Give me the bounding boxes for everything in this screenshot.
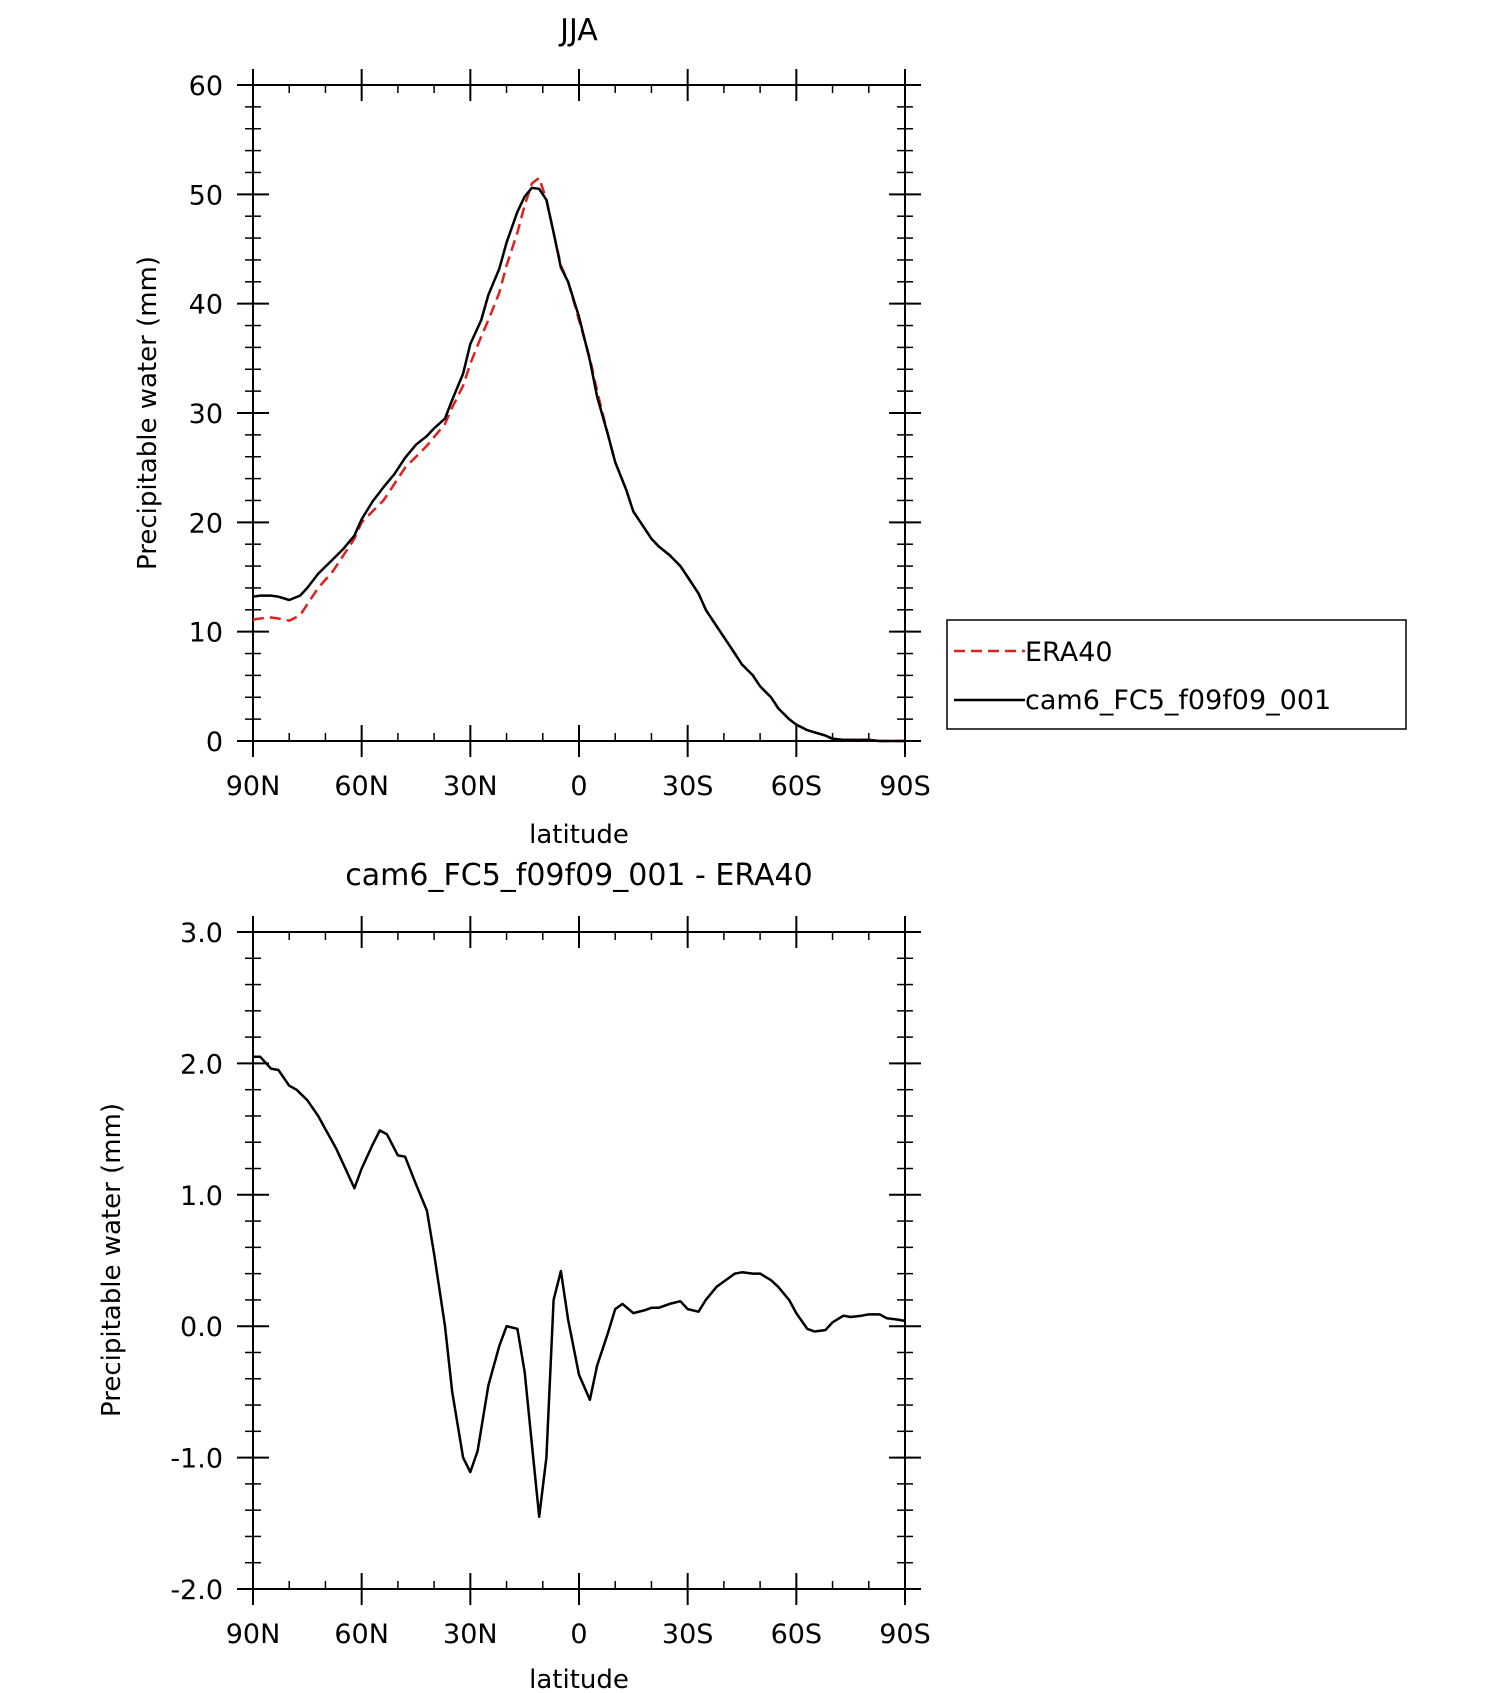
- x-tick-label: 60S: [771, 771, 823, 802]
- top-panel-frame: [252, 84, 906, 742]
- y-tick-label: 2.0: [180, 1049, 223, 1080]
- y-tick-label: 1.0: [180, 1181, 223, 1212]
- legend-label-era40: ERA40: [1025, 637, 1113, 668]
- bottom-panel-minor-ticks: [245, 931, 913, 1590]
- y-tick-label: -1.0: [170, 1444, 223, 1475]
- x-tick-label: 90N: [226, 1619, 281, 1650]
- y-tick-label: 0: [206, 727, 223, 758]
- top-panel: JJA 90N 60N 30N 0 30S 60S 90S 0 10 20 30 40 50 60 la…: [133, 13, 931, 850]
- bottom-panel-y-tick-labels: -2.0 -1.0 0.0 1.0 2.0 3.0: [170, 918, 223, 1606]
- bottom-panel: cam6_FC5_f09f09_001 - ERA40 90N 60N 30N 0 30…: [97, 858, 931, 1693]
- y-tick-label: 40: [189, 290, 223, 321]
- difference-line: [253, 1055, 906, 1518]
- y-tick-label: 50: [189, 180, 223, 211]
- y-tick-label: -2.0: [170, 1575, 223, 1606]
- bottom-panel-x-tick-labels: 90N 60N 30N 0 30S 60S 90S: [226, 1619, 931, 1650]
- top-panel-major-ticks: [237, 69, 921, 757]
- top-panel-x-tick-labels: 90N 60N 30N 0 30S 60S 90S: [226, 771, 931, 802]
- era40-line: [252, 176, 905, 743]
- bottom-panel-major-ticks: [237, 916, 921, 1605]
- x-tick-label: 60N: [334, 1619, 389, 1650]
- model-line: [252, 186, 905, 743]
- y-tick-label: 30: [189, 399, 223, 430]
- top-panel-y-axis-label: Precipitable water (mm): [133, 256, 163, 570]
- x-tick-label: 30S: [662, 771, 714, 802]
- y-tick-label: 20: [189, 508, 223, 539]
- x-tick-label: 30S: [662, 1619, 714, 1650]
- x-tick-label: 30N: [443, 1619, 498, 1650]
- bottom-panel-x-axis-label: latitude: [529, 1665, 629, 1693]
- y-tick-label: 10: [189, 618, 223, 649]
- x-tick-label: 90S: [879, 1619, 931, 1650]
- bottom-panel-frame: [252, 931, 906, 1590]
- x-tick-label: 0: [570, 1619, 587, 1650]
- top-panel-minor-ticks: [245, 84, 913, 742]
- x-tick-label: 60N: [334, 771, 389, 802]
- bottom-panel-series: [253, 1055, 906, 1518]
- y-tick-label: 0.0: [180, 1312, 223, 1343]
- bottom-panel-title: cam6_FC5_f09f09_001 - ERA40: [345, 858, 812, 893]
- top-panel-series: [252, 176, 905, 743]
- y-tick-label: 3.0: [180, 918, 223, 949]
- y-tick-label: 60: [189, 71, 223, 102]
- bottom-panel-y-axis-label: Precipitable water (mm): [97, 1103, 127, 1417]
- legend: ERA40 cam6_FC5_f09f09_001: [946, 619, 1407, 730]
- top-panel-y-tick-labels: 0 10 20 30 40 50 60: [189, 71, 223, 758]
- x-tick-label: 90S: [879, 771, 931, 802]
- top-panel-x-axis-label: latitude: [529, 820, 629, 850]
- x-tick-label: 0: [570, 771, 587, 802]
- x-tick-label: 30N: [443, 771, 498, 802]
- x-tick-label: 60S: [771, 1619, 823, 1650]
- top-panel-title: JJA: [558, 13, 598, 48]
- legend-box: [946, 619, 1407, 730]
- x-tick-label: 90N: [226, 771, 281, 802]
- legend-label-model: cam6_FC5_f09f09_001: [1025, 685, 1331, 716]
